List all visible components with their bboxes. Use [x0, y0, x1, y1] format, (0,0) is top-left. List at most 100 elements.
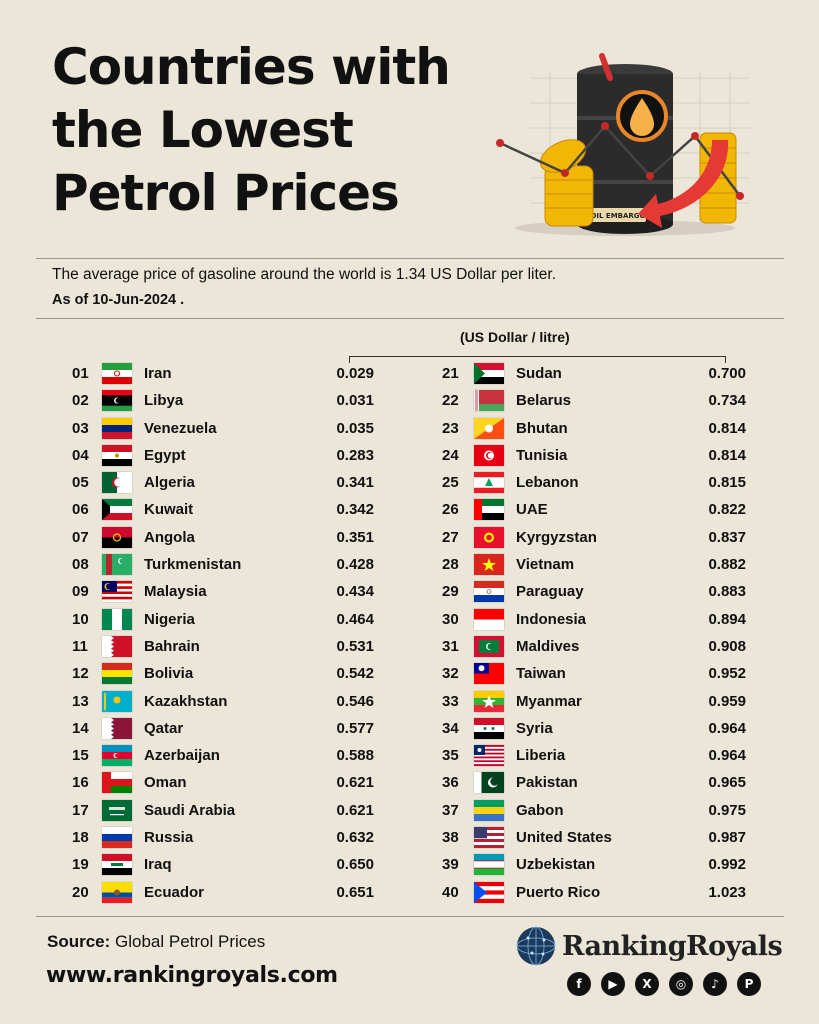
youtube-icon[interactable]: ▶	[601, 972, 625, 996]
country-name: Sudan	[516, 365, 562, 382]
rank-number: 36	[442, 774, 459, 792]
price-value: 0.542	[336, 665, 374, 683]
table-row: 01 Iran 0.029	[68, 360, 388, 387]
kyrgyzstan-flag-icon	[474, 526, 504, 548]
country-name: Oman	[144, 774, 187, 792]
price-value: 0.428	[336, 556, 374, 574]
country-name: Paraguay	[516, 583, 584, 601]
table-row: 34 Syria 0.964	[438, 715, 758, 742]
table-row: 22 Belarus 0.734	[438, 387, 758, 414]
rank-number: 28	[442, 556, 459, 574]
price-value: 0.464	[336, 610, 374, 628]
country-name: UAE	[516, 501, 548, 519]
table-row: 06 Kuwait 0.342	[68, 496, 388, 523]
page-title: Countries with the Lowest Petrol Prices	[52, 36, 532, 225]
rank-number: 03	[72, 419, 89, 437]
pinterest-icon[interactable]: P	[737, 972, 761, 996]
price-value: 0.822	[708, 501, 746, 519]
price-value: 0.883	[708, 583, 746, 601]
puerto-rico-flag-icon	[474, 881, 504, 903]
table-row: 10 Nigeria 0.464	[68, 606, 388, 633]
bhutan-flag-icon	[474, 417, 504, 439]
indonesia-flag-icon	[474, 608, 504, 630]
pakistan-flag-icon	[474, 772, 504, 794]
table-row: 04 Egypt 0.283	[68, 442, 388, 469]
table-row: 08 Turkmenistan 0.428	[68, 551, 388, 578]
price-value: 0.987	[708, 829, 746, 847]
country-name: Taiwan	[516, 665, 566, 683]
price-value: 0.351	[336, 528, 374, 546]
kazakhstan-flag-icon	[102, 690, 132, 712]
table-row: 02 Libya 0.031	[68, 387, 388, 414]
price-value: 0.283	[336, 446, 374, 464]
price-value: 0.632	[336, 829, 374, 847]
as-of-date: As of 10-Jun-2024 .	[52, 292, 185, 308]
country-name: Syria	[516, 719, 553, 737]
table-row: 17 Saudi Arabia 0.621	[68, 797, 388, 824]
country-name: Iran	[144, 365, 172, 382]
instagram-icon[interactable]: ◎	[669, 972, 693, 996]
social-links: f ▶ X ◎ ♪ P	[567, 972, 761, 996]
table-row: 38 United States 0.987	[438, 824, 758, 851]
country-name: Russia	[144, 829, 194, 847]
rank-number: 32	[442, 665, 459, 683]
rank-number: 01	[72, 365, 89, 382]
country-name: Saudi Arabia	[144, 801, 236, 819]
country-name: Ecuador	[144, 883, 205, 901]
price-value: 1.023	[708, 883, 746, 901]
bolivia-flag-icon	[102, 663, 132, 685]
rank-number: 17	[72, 801, 89, 819]
price-value: 0.814	[708, 446, 746, 464]
facebook-icon[interactable]: f	[567, 972, 591, 996]
algeria-flag-icon	[102, 472, 132, 494]
rank-number: 40	[442, 883, 459, 901]
taiwan-flag-icon	[474, 663, 504, 685]
rank-number: 13	[72, 692, 89, 710]
unit-bracket	[349, 356, 726, 363]
rank-number: 08	[72, 556, 89, 574]
rank-number: 31	[442, 637, 459, 655]
rank-number: 25	[442, 474, 459, 492]
table-row: 28 Vietnam 0.882	[438, 551, 758, 578]
table-row: 14 Qatar 0.577	[68, 715, 388, 742]
country-name: Malaysia	[144, 583, 207, 601]
rank-number: 37	[442, 801, 459, 819]
table-row: 33 Myanmar 0.959	[438, 688, 758, 715]
divider	[36, 916, 784, 917]
table-row: 20 Ecuador 0.651	[68, 879, 388, 906]
tiktok-icon[interactable]: ♪	[703, 972, 727, 996]
country-name: Puerto Rico	[516, 883, 601, 901]
russia-flag-icon	[102, 827, 132, 849]
oman-flag-icon	[102, 772, 132, 794]
price-value: 0.577	[336, 719, 374, 737]
price-value: 0.734	[708, 392, 746, 410]
barrel-label: OIL EMBARGO	[590, 212, 645, 220]
table-row: 05 Algeria 0.341	[68, 469, 388, 496]
rank-number: 04	[72, 446, 89, 464]
x-icon[interactable]: X	[635, 972, 659, 996]
rank-number: 23	[442, 419, 459, 437]
country-name: Vietnam	[516, 556, 575, 574]
rank-number: 14	[72, 719, 89, 737]
liberia-flag-icon	[474, 745, 504, 767]
united-states-flag-icon	[474, 827, 504, 849]
gabon-flag-icon	[474, 799, 504, 821]
table-row: 25 Lebanon 0.815	[438, 469, 758, 496]
table-row: 15 Azerbaijan 0.588	[68, 742, 388, 769]
rank-number: 29	[442, 583, 459, 601]
rank-number: 06	[72, 501, 89, 519]
rank-number: 09	[72, 583, 89, 601]
country-name: Gabon	[516, 801, 564, 819]
website-link[interactable]: www.rankingroyals.com	[46, 963, 338, 988]
price-value: 0.965	[708, 774, 746, 792]
price-value: 0.882	[708, 556, 746, 574]
source-value: Global Petrol Prices	[110, 932, 266, 951]
country-name: Iraq	[144, 856, 172, 874]
libya-flag-icon	[102, 390, 132, 412]
table-row: 35 Liberia 0.964	[438, 742, 758, 769]
price-value: 0.651	[336, 883, 374, 901]
rank-number: 12	[72, 665, 89, 683]
rank-number: 21	[442, 365, 459, 382]
azerbaijan-flag-icon	[102, 745, 132, 767]
tunisia-flag-icon	[474, 444, 504, 466]
